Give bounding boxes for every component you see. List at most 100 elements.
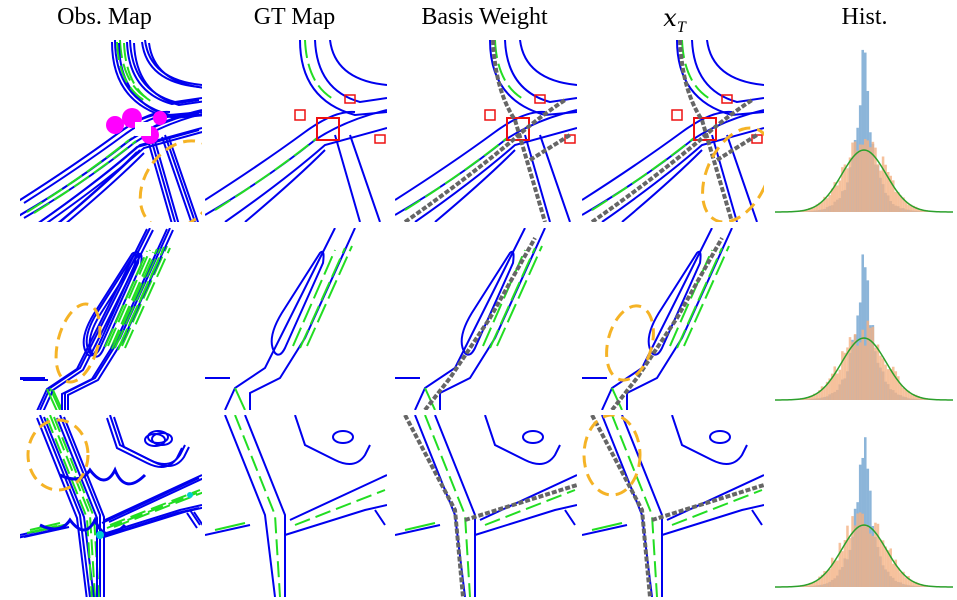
hist-bar-orange [914, 581, 918, 587]
hist-bar-orange [836, 560, 839, 587]
hist-bar-orange [871, 535, 875, 587]
gt-map-row1 [205, 40, 387, 222]
hist-bar-blue [864, 437, 867, 587]
hist-bar-orange [899, 195, 903, 212]
hist-bar-orange [881, 358, 885, 400]
highlight-ellipse [605, 304, 655, 382]
hist-bar-orange [836, 373, 839, 400]
hist-bar-orange [853, 141, 857, 212]
hist-bar-orange [833, 366, 837, 400]
hist-bar-orange [810, 582, 814, 587]
hist-bar-orange [902, 387, 905, 400]
hist-bar-orange [881, 540, 885, 587]
hist-bar-orange [808, 396, 811, 400]
hist-bar-blue [864, 52, 867, 212]
hist-bar-orange [861, 329, 864, 400]
hist-bar-orange [853, 334, 857, 400]
hist-bar-orange [907, 204, 910, 212]
hist-bar-orange [858, 144, 862, 212]
obs-map-row2 [20, 228, 202, 410]
hist-bar-orange [856, 150, 859, 212]
col-header-hist: Hist. [841, 4, 888, 30]
hist-bar-orange [815, 204, 819, 212]
hist-bar-orange [805, 397, 809, 400]
hist-bar-orange [825, 198, 829, 212]
hist-bar-orange [914, 206, 918, 212]
hist-bar-blue [861, 49, 864, 213]
hist-bar-orange [802, 398, 806, 400]
hist-bar-orange [909, 394, 913, 400]
hist-bar-orange [818, 576, 821, 587]
hist-bar-orange [919, 397, 923, 400]
hist-bar-orange [897, 192, 900, 212]
hist-bar-orange [820, 201, 824, 212]
hist-bar-orange [917, 583, 920, 587]
hist-bar-orange [869, 147, 872, 212]
hist-bar-orange [884, 164, 887, 212]
hist-bar-orange [815, 580, 819, 587]
hist-bar-orange [869, 327, 872, 400]
hist-bar-orange [825, 381, 829, 400]
hist-bar-orange [922, 585, 926, 587]
col-header-obs-map: Obs. Map [57, 4, 152, 30]
hist-bar-orange [897, 567, 900, 587]
hist-bar-orange [843, 352, 847, 400]
hist-bar-orange [894, 559, 898, 587]
hist-bar-orange [828, 378, 831, 400]
hist-bar-orange [843, 164, 847, 212]
hist-bar-orange [891, 366, 895, 400]
hist-bar-orange [866, 140, 870, 212]
hist-bar-orange [851, 341, 854, 400]
hist-bar-orange [846, 168, 849, 212]
hist-bar-orange [871, 326, 875, 400]
highlight-ellipse [54, 302, 102, 384]
hist-bar-orange [856, 513, 859, 587]
hist-bar-orange [907, 390, 910, 400]
hist-bar-orange [912, 394, 915, 400]
hist-bar-orange [889, 175, 892, 212]
hist-bar-orange [912, 205, 915, 212]
xt-sub: T [676, 18, 686, 36]
hist-bar-orange [876, 344, 880, 400]
hist-bar-orange [813, 582, 816, 587]
hist-bar-orange [853, 525, 857, 587]
gaussian-curve [775, 149, 953, 213]
hist-bar-orange [808, 208, 811, 212]
hist-bar-orange [902, 571, 905, 587]
hist-bar-orange [889, 548, 892, 587]
hist-bar-orange [861, 144, 864, 212]
obs-map-row3 [20, 415, 202, 597]
hist-bar-orange [858, 512, 862, 587]
hist-bar-orange [889, 369, 892, 400]
hist-bar-orange [830, 188, 834, 212]
hist-bar-orange [838, 542, 842, 587]
hist-bar-orange [808, 583, 811, 587]
hist-bar-orange [919, 584, 923, 587]
xt-row3 [582, 415, 764, 597]
hist-bar-orange [886, 369, 890, 400]
hist-bar-orange [848, 157, 852, 212]
basis-weight-row1 [395, 40, 577, 222]
hist-bar-orange [818, 390, 821, 400]
hist-bar-orange [874, 347, 877, 400]
obs-map-row1 [20, 40, 202, 222]
hist-bar-orange [841, 351, 844, 400]
hist-bar-orange [891, 180, 895, 212]
hist-bar-orange [904, 201, 908, 212]
gt-map-row3 [205, 415, 387, 597]
hist-bar-orange [884, 364, 887, 400]
hist-bar-orange [886, 550, 890, 587]
hist-bar-orange [874, 147, 877, 212]
histogram-row1 [775, 40, 957, 222]
hist-bar-blue [864, 267, 867, 400]
gt-map-row2 [205, 228, 387, 410]
hist-bar-orange [818, 202, 821, 212]
xt-row1 [582, 40, 764, 222]
hist-bar-orange [881, 156, 885, 212]
hist-bar-orange [838, 180, 842, 212]
hist-bar-orange [899, 572, 903, 587]
hist-bar-orange [805, 209, 809, 212]
basis-weight-row2 [395, 228, 577, 410]
hist-bar-orange [815, 393, 819, 400]
hist-bar-orange [909, 204, 913, 212]
